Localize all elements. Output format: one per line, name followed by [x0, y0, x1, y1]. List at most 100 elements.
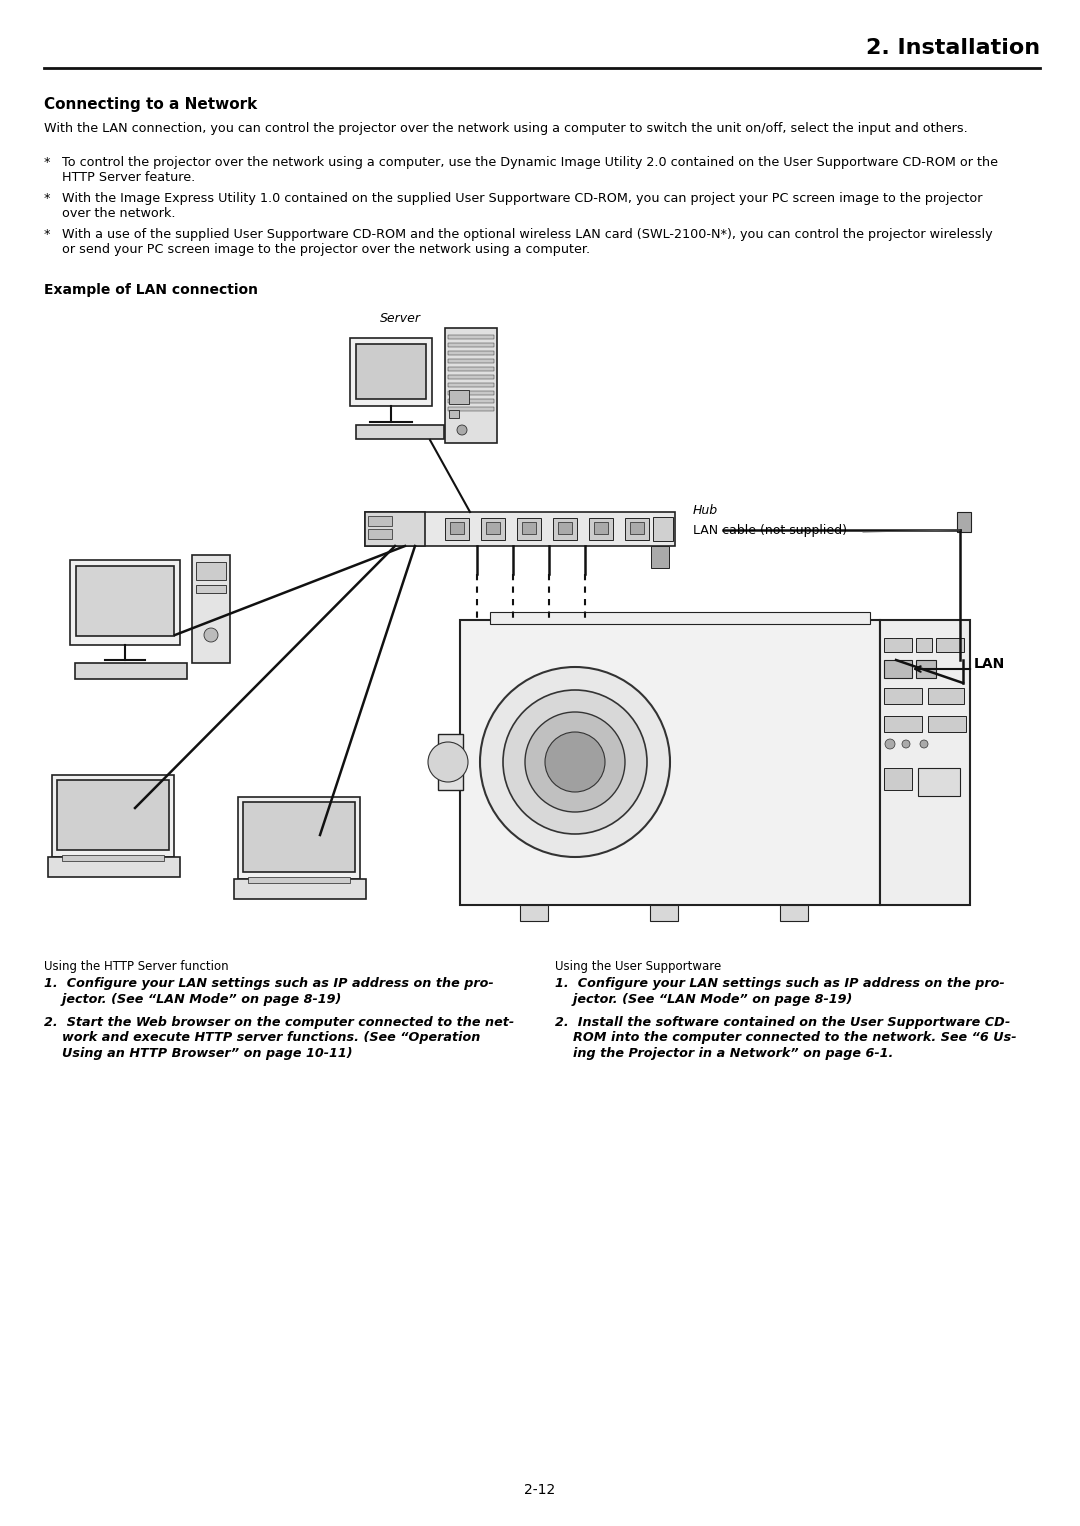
Circle shape [902, 740, 910, 748]
Bar [248, 877, 350, 884]
Circle shape [545, 732, 605, 792]
Bar [481, 517, 505, 540]
Bar [519, 905, 548, 922]
Text: *: * [44, 192, 51, 204]
Bar [594, 522, 608, 534]
Bar [75, 662, 187, 679]
Bar [885, 768, 912, 790]
Text: *: * [44, 227, 51, 241]
Bar [885, 716, 922, 732]
Bar [448, 336, 494, 339]
Bar [625, 517, 649, 540]
Bar [448, 407, 494, 410]
Text: Using the HTTP Server function: Using the HTTP Server function [44, 960, 229, 974]
Bar [885, 688, 922, 703]
Bar [928, 716, 966, 732]
Bar [350, 337, 432, 406]
Bar [450, 522, 464, 534]
Bar [553, 517, 577, 540]
Bar [445, 328, 497, 443]
Bar [449, 410, 459, 418]
Text: Using an HTTP Browser” on page 10-11): Using an HTTP Browser” on page 10-11) [44, 1047, 353, 1061]
Bar [195, 584, 226, 594]
Bar [522, 522, 536, 534]
Bar [365, 513, 426, 546]
Bar [234, 879, 366, 899]
Bar [650, 905, 678, 922]
Bar [936, 638, 964, 652]
Circle shape [204, 629, 218, 642]
Bar [438, 734, 463, 790]
Text: LAN cable (not supplied): LAN cable (not supplied) [693, 523, 847, 537]
Text: 1.  Configure your LAN settings such as IP address on the pro-: 1. Configure your LAN settings such as I… [44, 977, 494, 990]
Circle shape [457, 426, 467, 435]
Bar [589, 517, 613, 540]
Circle shape [503, 690, 647, 835]
Bar [558, 522, 572, 534]
Circle shape [885, 739, 895, 749]
Bar [490, 612, 870, 624]
Text: ROM into the computer connected to the network. See “6 Us-: ROM into the computer connected to the n… [555, 1032, 1016, 1044]
Bar [238, 797, 360, 879]
Bar [651, 546, 669, 568]
Bar [448, 391, 494, 395]
Circle shape [428, 742, 468, 781]
Text: LAN: LAN [974, 658, 1005, 671]
Bar [57, 780, 168, 850]
Text: over the network.: over the network. [62, 208, 175, 220]
Bar [356, 426, 444, 439]
Circle shape [480, 667, 670, 858]
Bar [460, 620, 880, 905]
Bar [368, 516, 392, 526]
Bar [76, 566, 174, 636]
Text: To control the projector over the network using a computer, use the Dynamic Imag: To control the projector over the networ… [62, 156, 998, 169]
Bar [70, 560, 180, 645]
Text: With the LAN connection, you can control the projector over the network using a : With the LAN connection, you can control… [44, 122, 968, 134]
Bar [928, 688, 964, 703]
Text: 2-12: 2-12 [525, 1483, 555, 1497]
Text: 2. Installation: 2. Installation [866, 38, 1040, 58]
Bar [885, 638, 912, 652]
Text: With the Image Express Utility 1.0 contained on the supplied User Supportware CD: With the Image Express Utility 1.0 conta… [62, 192, 983, 204]
Bar [885, 661, 912, 678]
Text: or send your PC screen image to the projector over the network using a computer.: or send your PC screen image to the proj… [62, 243, 590, 256]
Bar [448, 383, 494, 388]
Bar [486, 522, 500, 534]
Bar [916, 661, 936, 678]
Text: jector. (See “LAN Mode” on page 8-19): jector. (See “LAN Mode” on page 8-19) [44, 992, 341, 1006]
Text: ing the Projector in a Network” on page 6-1.: ing the Projector in a Network” on page … [555, 1047, 893, 1061]
Bar [448, 351, 494, 356]
Bar [449, 391, 469, 404]
Text: jector. (See “LAN Mode” on page 8-19): jector. (See “LAN Mode” on page 8-19) [555, 992, 852, 1006]
Bar [653, 517, 673, 542]
Bar [448, 359, 494, 363]
Text: 2.  Start the Web browser on the computer connected to the net-: 2. Start the Web browser on the computer… [44, 1016, 514, 1029]
Text: Hub: Hub [693, 504, 718, 517]
Bar [448, 343, 494, 346]
Bar [52, 775, 174, 858]
Bar [62, 855, 164, 861]
Bar [916, 638, 932, 652]
Text: 1.  Configure your LAN settings such as IP address on the pro-: 1. Configure your LAN settings such as I… [555, 977, 1004, 990]
Bar [368, 530, 392, 539]
Bar [192, 555, 230, 662]
Bar [780, 905, 808, 922]
Bar [243, 803, 355, 871]
Circle shape [525, 713, 625, 812]
Text: With a use of the supplied User Supportware CD-ROM and the optional wireless LAN: With a use of the supplied User Supportw… [62, 227, 993, 241]
Text: HTTP Server feature.: HTTP Server feature. [62, 171, 195, 185]
Bar [448, 366, 494, 371]
Text: Example of LAN connection: Example of LAN connection [44, 282, 258, 298]
Text: Connecting to a Network: Connecting to a Network [44, 98, 257, 111]
Bar [195, 562, 226, 580]
Bar [957, 513, 971, 533]
Text: Server: Server [379, 311, 420, 325]
Circle shape [920, 740, 928, 748]
Bar [445, 517, 469, 540]
Bar [918, 768, 960, 797]
Bar [448, 375, 494, 378]
Bar [448, 398, 494, 403]
Bar [517, 517, 541, 540]
Bar [630, 522, 644, 534]
Bar [365, 513, 675, 546]
